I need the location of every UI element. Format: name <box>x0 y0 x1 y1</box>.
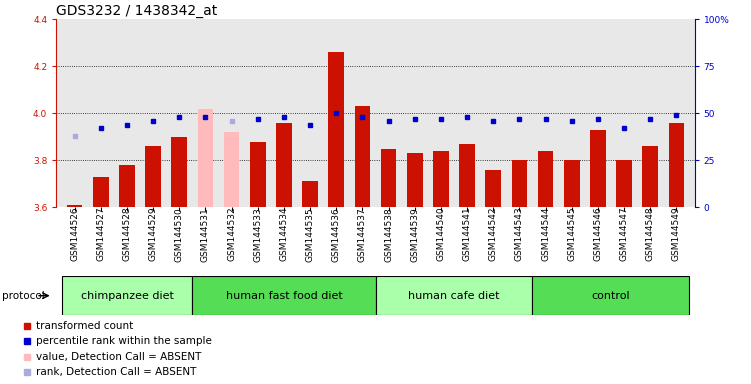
Text: GSM144540: GSM144540 <box>436 207 445 262</box>
Text: GSM144527: GSM144527 <box>96 207 105 262</box>
Text: rank, Detection Call = ABSENT: rank, Detection Call = ABSENT <box>36 367 196 377</box>
Text: GSM144537: GSM144537 <box>358 207 367 262</box>
Bar <box>433 151 449 207</box>
Text: GSM144535: GSM144535 <box>306 207 315 262</box>
Text: percentile rank within the sample: percentile rank within the sample <box>36 336 212 346</box>
Bar <box>564 161 580 207</box>
Text: GSM144530: GSM144530 <box>175 207 184 262</box>
Text: human fast food diet: human fast food diet <box>225 291 342 301</box>
Text: GSM144526: GSM144526 <box>70 207 79 262</box>
Bar <box>354 106 370 207</box>
Text: chimpanzee diet: chimpanzee diet <box>80 291 173 301</box>
Bar <box>224 132 240 207</box>
Bar <box>381 149 397 207</box>
Bar <box>532 276 689 315</box>
Bar <box>328 52 344 207</box>
Bar <box>538 151 553 207</box>
Text: GSM144548: GSM144548 <box>646 207 655 262</box>
Text: GSM144538: GSM144538 <box>384 207 393 262</box>
Bar <box>119 165 135 207</box>
Bar <box>511 161 527 207</box>
Bar <box>250 142 266 207</box>
Bar <box>145 146 161 207</box>
Bar <box>198 109 213 207</box>
Text: GSM144531: GSM144531 <box>201 207 210 262</box>
Bar <box>302 182 318 207</box>
Text: GSM144529: GSM144529 <box>149 207 158 262</box>
Text: GSM144545: GSM144545 <box>567 207 576 262</box>
Text: transformed count: transformed count <box>36 321 133 331</box>
Bar <box>616 161 632 207</box>
Text: GSM144536: GSM144536 <box>332 207 341 262</box>
Text: GSM144542: GSM144542 <box>489 207 498 261</box>
Text: GSM144549: GSM144549 <box>672 207 681 262</box>
Bar <box>459 144 475 207</box>
Bar <box>668 123 684 207</box>
Text: control: control <box>592 291 630 301</box>
Bar <box>93 177 109 207</box>
Text: GSM144528: GSM144528 <box>122 207 131 262</box>
Bar <box>192 276 376 315</box>
Text: GSM144539: GSM144539 <box>410 207 419 262</box>
Text: GSM144546: GSM144546 <box>593 207 602 262</box>
Bar <box>642 146 658 207</box>
Bar <box>407 153 423 207</box>
Text: GSM144547: GSM144547 <box>620 207 629 262</box>
Bar <box>276 123 292 207</box>
Text: GSM144532: GSM144532 <box>227 207 236 262</box>
Text: protocol: protocol <box>2 291 45 301</box>
Bar <box>485 170 501 207</box>
Bar <box>62 276 192 315</box>
Bar <box>376 276 532 315</box>
Text: value, Detection Call = ABSENT: value, Detection Call = ABSENT <box>36 352 201 362</box>
Bar <box>590 130 606 207</box>
Text: GSM144533: GSM144533 <box>253 207 262 262</box>
Text: human cafe diet: human cafe diet <box>409 291 499 301</box>
Text: GDS3232 / 1438342_at: GDS3232 / 1438342_at <box>56 4 218 18</box>
Bar <box>67 205 83 207</box>
Text: GSM144543: GSM144543 <box>515 207 524 262</box>
Text: GSM144534: GSM144534 <box>279 207 288 262</box>
Text: GSM144541: GSM144541 <box>463 207 472 262</box>
Bar <box>171 137 187 207</box>
Text: GSM144544: GSM144544 <box>541 207 550 261</box>
